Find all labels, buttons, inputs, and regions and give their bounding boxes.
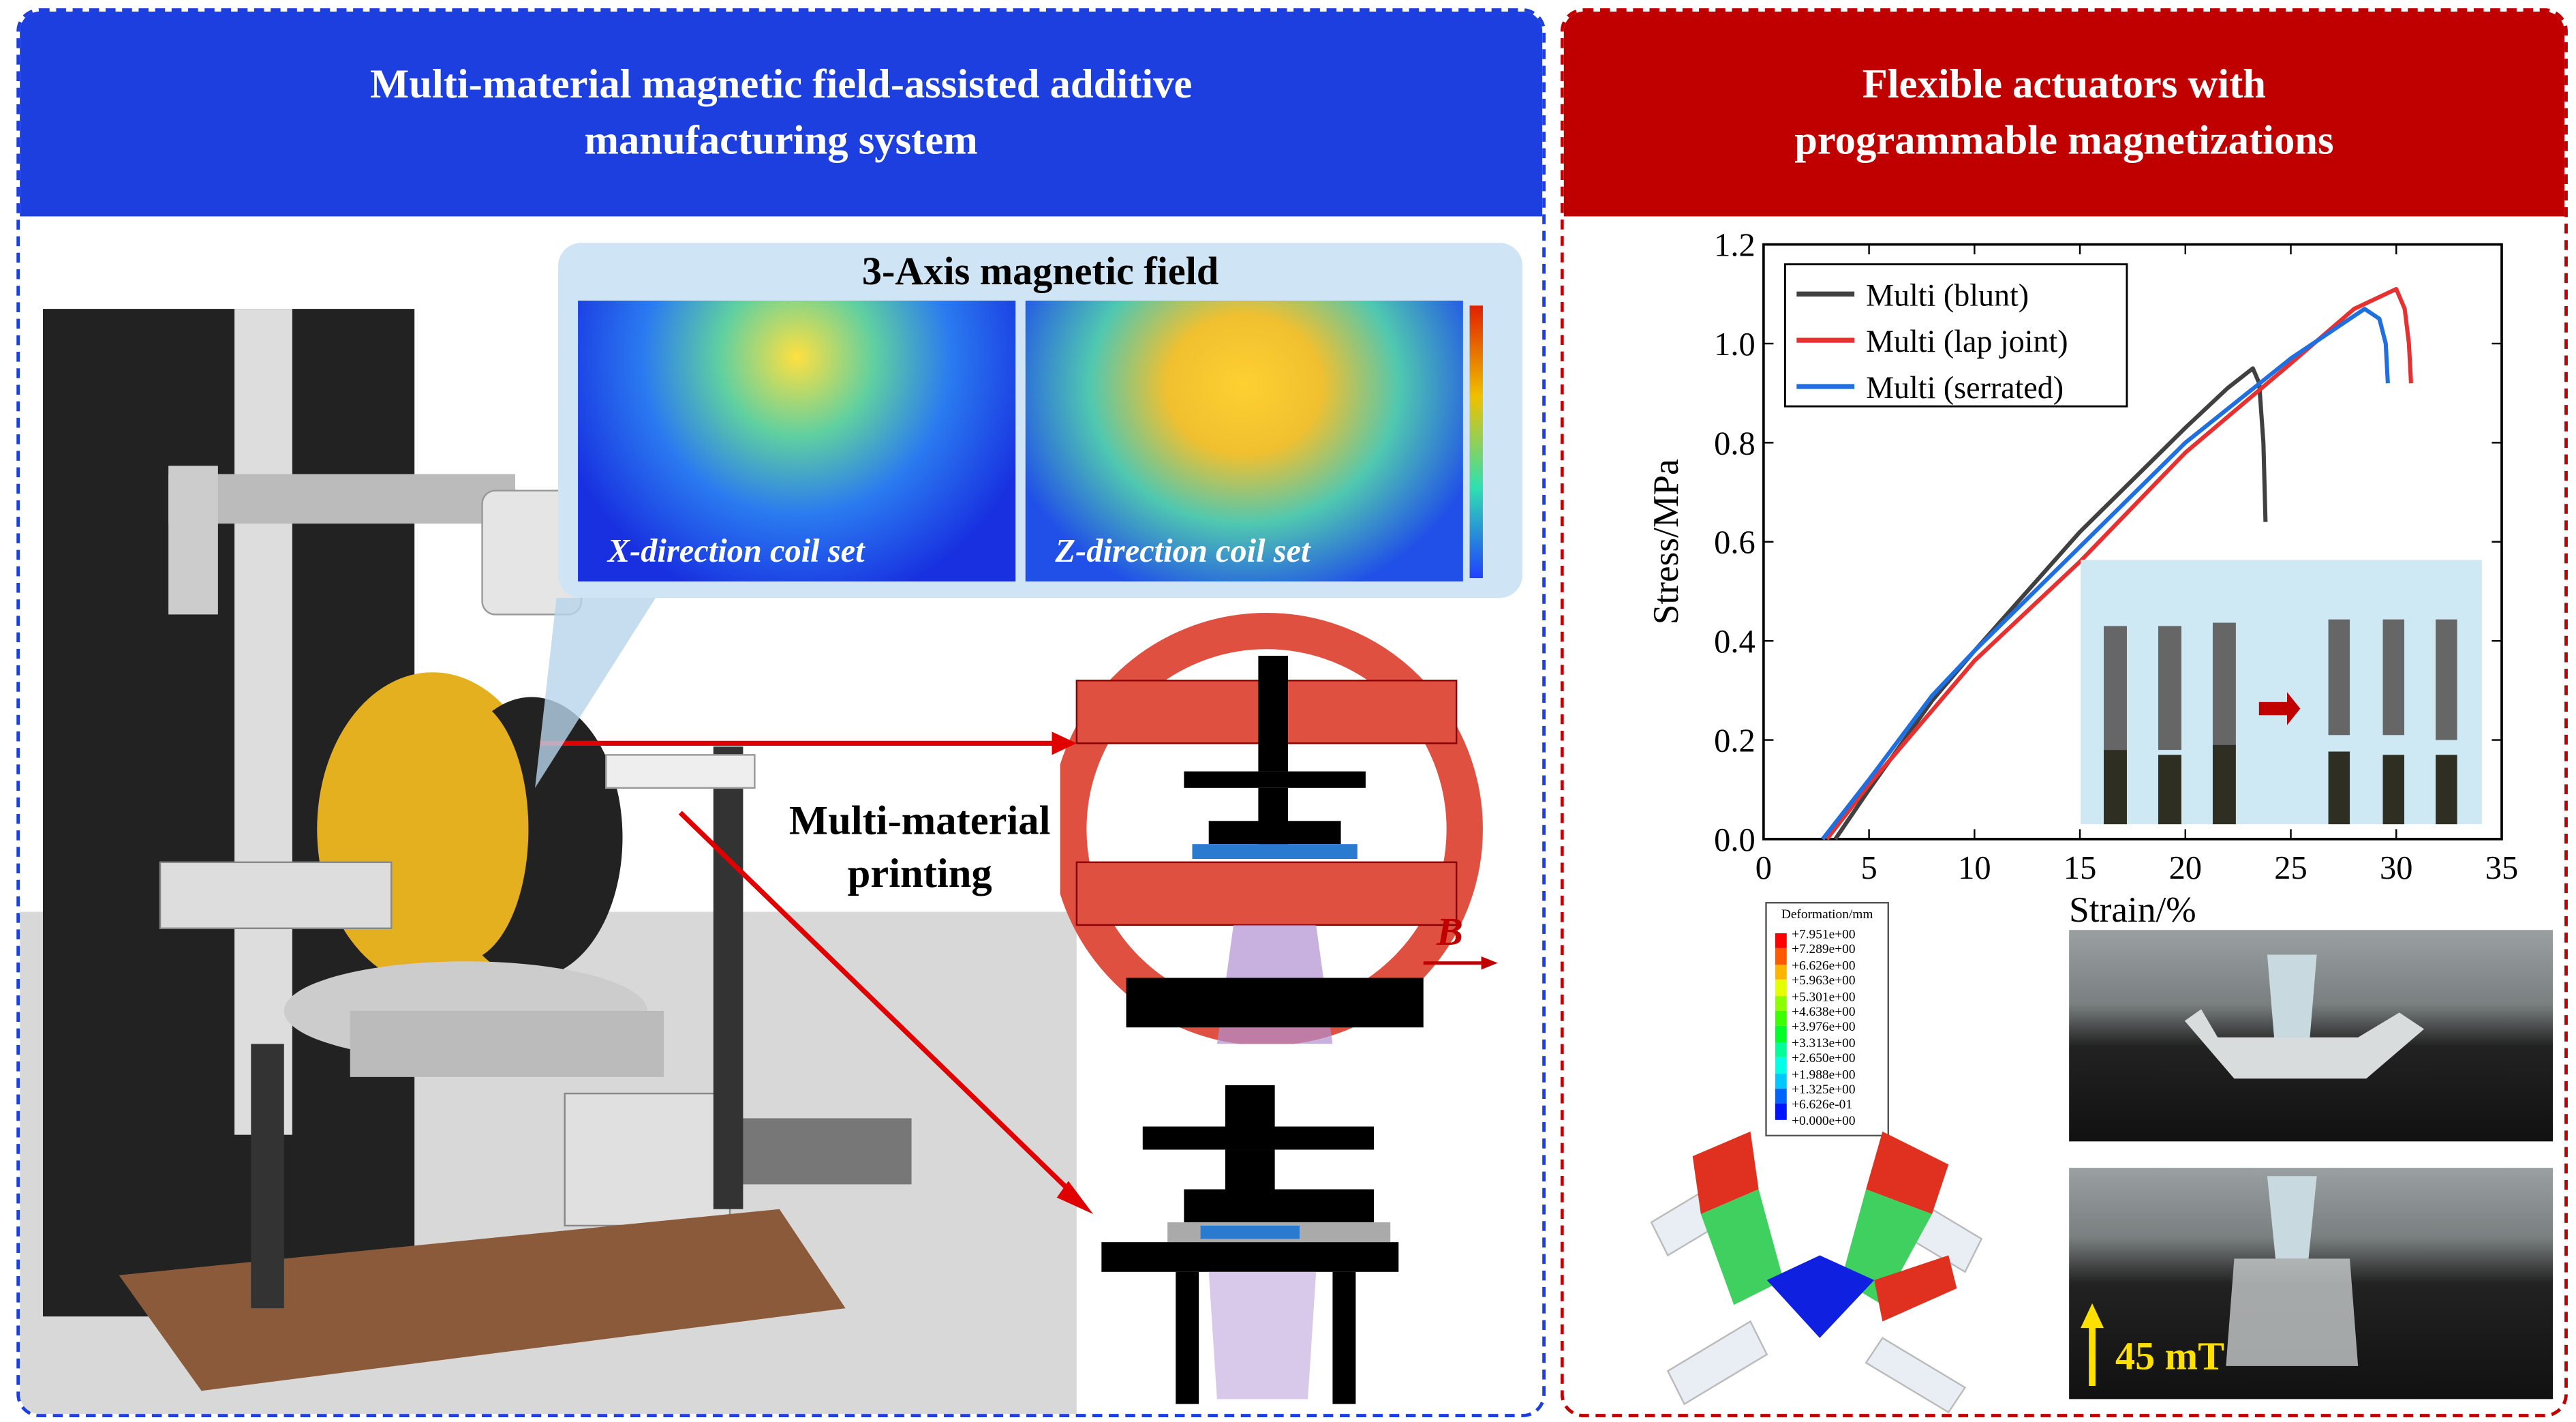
x-tick-label: 10	[1958, 850, 1991, 886]
x-tick-label: 5	[1860, 850, 1877, 886]
gripper-photo-open	[2069, 930, 2554, 1142]
y-tick-label: 0.0	[1714, 822, 1755, 858]
x-tick-label: 0	[1755, 850, 1772, 886]
deformation-color-band	[1775, 964, 1787, 980]
y-tick-label: 1.0	[1714, 327, 1755, 363]
printer-machine-illustration	[20, 309, 1077, 1415]
x-tick-label: 15	[2064, 850, 2096, 886]
field-colorbar	[1469, 305, 1483, 579]
deformation-value: +5.301e+00	[1792, 988, 1856, 1004]
field-simulation-box: 3-Axis magnetic field X-direction coil s…	[558, 243, 1523, 599]
y-tick-label: 0.8	[1714, 425, 1755, 462]
fea-gripper-model	[1650, 1131, 1983, 1414]
right-title-line2: programmable magnetizations	[1794, 119, 2334, 164]
x-tick-label: 30	[2380, 850, 2412, 886]
deformation-value: +3.976e+00	[1792, 1019, 1856, 1035]
deformation-color-band	[1775, 948, 1787, 965]
specimen-strips	[2104, 619, 2457, 888]
stress-strain-chart: 0 5 10 15 20 25 30 35 0.0 0.2 0.4 0.6 0.8 1.0 1.2 Strai…	[1646, 228, 2518, 931]
legend-label: Multi (blunt)	[1866, 277, 2029, 312]
x-axis-label: Strain/%	[2069, 890, 2196, 930]
legend-label: Multi (lap joint)	[1866, 324, 2068, 359]
field-symbol: B	[1437, 911, 1463, 955]
deformation-value: +2.650e+00	[1792, 1050, 1856, 1066]
deformation-value: +6.626e-01	[1792, 1097, 1853, 1113]
right-panel: Flexible actuators with programmable mag…	[1560, 8, 2568, 1418]
y-tick-label: 0.2	[1714, 723, 1755, 759]
right-panel-header: Flexible actuators with programmable mag…	[1563, 11, 2565, 217]
right-title-line1: Flexible actuators with	[1862, 63, 2266, 108]
field-box-title: 3-Axis magnetic field	[861, 251, 1219, 294]
field-strength-label: 45 mT	[2115, 1336, 2224, 1380]
z-coil-label: Z-direction coil set	[1055, 533, 1310, 570]
callout-arrows	[535, 598, 1094, 1214]
printing-label: Multi-material printing	[763, 796, 1076, 902]
series-line-2	[1821, 307, 2390, 841]
left-title-line1: Multi-material magnetic field-assisted a…	[369, 63, 1193, 108]
coil-cross-section-diagram	[1060, 613, 1498, 1044]
deformation-color-band	[1775, 1104, 1787, 1120]
deformation-color-band	[1775, 980, 1787, 996]
left-title-line2: manufacturing system	[584, 119, 978, 164]
deformation-value: +7.289e+00	[1792, 942, 1856, 957]
deformation-value: +0.000e+00	[1792, 1113, 1856, 1128]
y-tick-label: 0.4	[1714, 624, 1755, 660]
gripper-photo-closed: 45 mT	[2069, 1168, 2554, 1400]
x-tick-label: 25	[2274, 850, 2307, 886]
deformation-color-band	[1775, 1088, 1787, 1104]
deformation-legend: Deformation/mm +7.951e+00 +7.289e+00 +6.62…	[1765, 902, 1890, 1137]
y-tick-label: 1.2	[1714, 228, 1755, 264]
printing-label-line1: Multi-material	[788, 799, 1051, 845]
deformation-value: +1.325e+00	[1792, 1082, 1856, 1097]
left-panel-header: Multi-material magnetic field-assisted a…	[20, 11, 1543, 217]
deformation-value: +4.638e+00	[1792, 1004, 1856, 1020]
series-line-0	[1833, 366, 2268, 841]
x-coil-label: X-direction coil set	[607, 533, 865, 570]
legend-box	[1783, 263, 2128, 408]
deformation-color-band	[1775, 1010, 1787, 1027]
legend-label: Multi (serrated)	[1866, 370, 2064, 405]
deformation-value: +3.313e+00	[1792, 1035, 1856, 1050]
deformation-legend-title: Deformation/mm	[1781, 907, 1873, 922]
left-panel: Multi-material magnetic field-assisted a…	[16, 8, 1546, 1418]
printing-label-line2: printing	[847, 852, 992, 897]
deformation-value: +5.963e+00	[1792, 973, 1856, 988]
deformation-color-band	[1775, 995, 1787, 1011]
y-tick-label: 0.6	[1714, 525, 1755, 561]
specimen-photo-inset	[2081, 560, 2482, 888]
deformation-value: +7.951e+00	[1792, 926, 1856, 942]
x-tick-label: 20	[2169, 850, 2202, 886]
deformation-color-band	[1775, 1042, 1787, 1058]
y-axis-label: Stress/MPa	[1646, 459, 1686, 624]
deformation-value: +1.988e+00	[1792, 1066, 1856, 1082]
deformation-color-band	[1775, 1073, 1787, 1089]
series-line-1	[1825, 287, 2413, 841]
deformation-color-band	[1775, 1026, 1787, 1042]
x-coil-field-map: X-direction coil set	[578, 301, 1016, 581]
print-head-diagram	[1101, 1085, 1399, 1404]
deformation-color-band	[1775, 933, 1787, 949]
x-tick-label: 35	[2485, 850, 2518, 886]
deformation-color-band	[1775, 1057, 1787, 1073]
deformation-value: +6.626e+00	[1792, 957, 1856, 973]
z-coil-field-map: Z-direction coil set	[1025, 301, 1463, 581]
